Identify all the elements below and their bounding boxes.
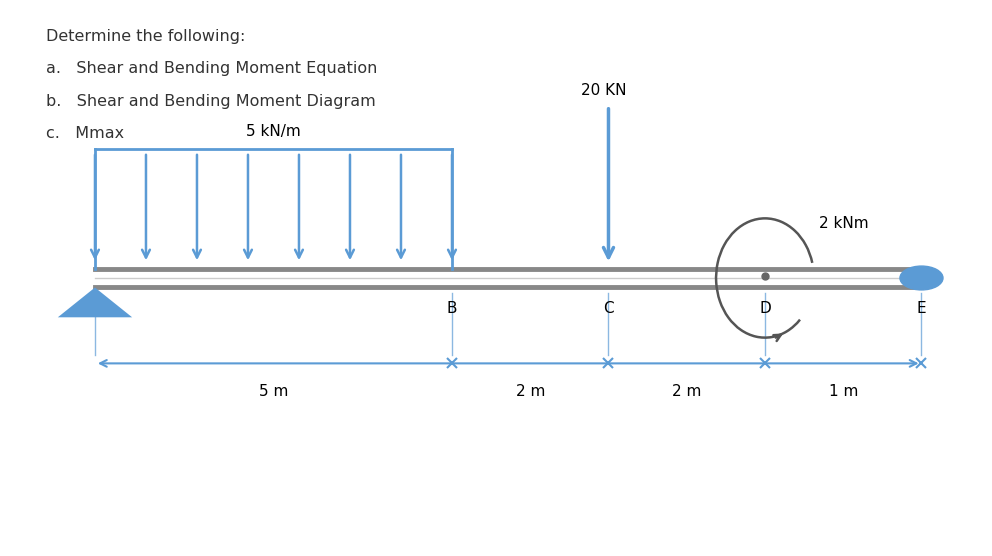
Text: 1 m: 1 m bbox=[828, 384, 858, 399]
Text: 2 m: 2 m bbox=[516, 384, 545, 399]
Text: C: C bbox=[603, 301, 614, 316]
Circle shape bbox=[900, 266, 943, 290]
Text: B: B bbox=[446, 301, 457, 316]
Text: D: D bbox=[759, 301, 771, 316]
Bar bbox=[95, 269, 922, 287]
Text: c.   Mmax: c. Mmax bbox=[46, 126, 124, 141]
Text: Determine the following:: Determine the following: bbox=[46, 28, 245, 43]
Text: a.   Shear and Bending Moment Equation: a. Shear and Bending Moment Equation bbox=[46, 61, 377, 76]
Polygon shape bbox=[58, 287, 132, 317]
Text: 2 kNm: 2 kNm bbox=[818, 216, 868, 231]
Text: 20 KN: 20 KN bbox=[581, 83, 626, 98]
Text: 2 m: 2 m bbox=[672, 384, 701, 399]
Text: b.   Shear and Bending Moment Diagram: b. Shear and Bending Moment Diagram bbox=[46, 93, 376, 108]
Text: 5 m: 5 m bbox=[259, 384, 288, 399]
Text: A: A bbox=[90, 301, 100, 316]
Text: E: E bbox=[917, 301, 927, 316]
Text: 5 kN/m: 5 kN/m bbox=[246, 125, 301, 140]
